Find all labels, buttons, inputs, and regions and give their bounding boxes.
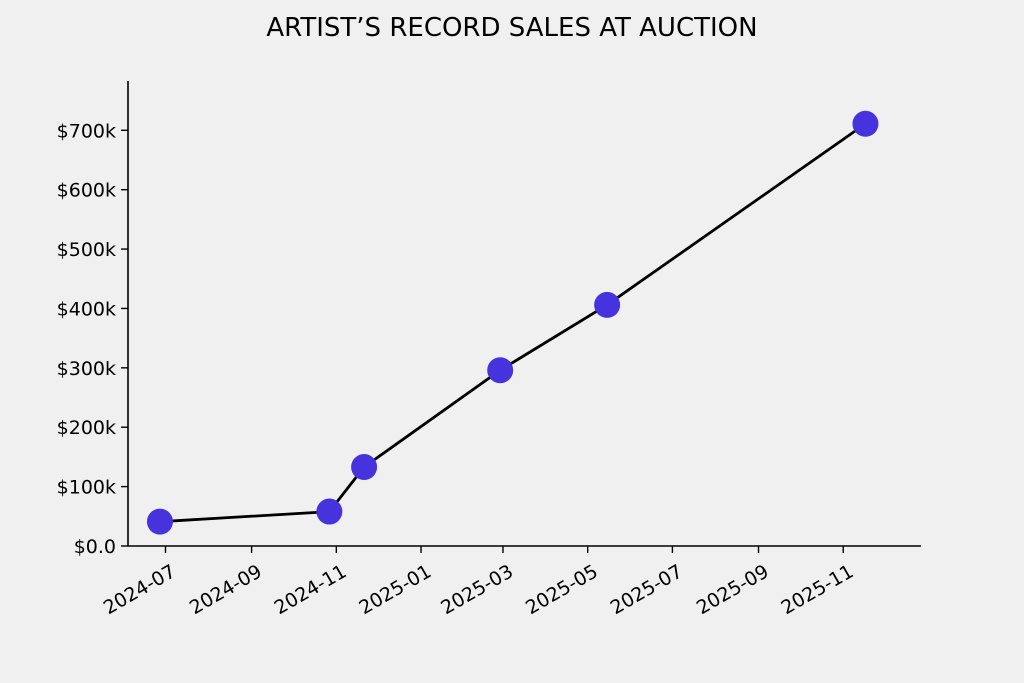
- data-point: [316, 498, 343, 525]
- x-tick-label: 2025-05: [522, 560, 602, 619]
- x-axis-ticks: 2024-07 2024-09 2024-11 2025-01 2025-03 2025-…: [100, 546, 857, 619]
- x-tick-label: 2025-11: [778, 560, 858, 619]
- data-point: [351, 454, 378, 481]
- y-tick-label: $300k: [57, 358, 116, 380]
- x-tick-label: 2025-07: [607, 560, 687, 619]
- y-tick-label: $700k: [57, 120, 116, 142]
- axes: [127, 81, 921, 547]
- y-tick-label: $400k: [57, 298, 116, 320]
- x-tick-label: 2024-11: [271, 560, 351, 619]
- data-series: [146, 110, 879, 535]
- series-line: [159, 122, 867, 524]
- x-tick-label: 2025-01: [355, 560, 435, 619]
- x-tick-label: 2024-09: [186, 560, 266, 619]
- y-tick-label: $500k: [57, 239, 116, 261]
- chart-title: ARTIST’S RECORD SALES AT AUCTION: [266, 13, 757, 43]
- x-tick-label: 2025-03: [437, 560, 517, 619]
- y-tick-label: $0.0: [74, 536, 116, 558]
- y-tick-label: $200k: [57, 417, 116, 439]
- y-tick-label: $600k: [57, 180, 116, 202]
- data-point: [146, 508, 173, 535]
- y-axis-ticks: $0.0 $100k $200k $300k $400k $500k $600k $700k: [57, 120, 128, 558]
- data-point: [852, 110, 879, 137]
- data-point: [594, 291, 621, 318]
- x-tick-label: 2024-07: [100, 560, 180, 619]
- data-point: [487, 357, 514, 384]
- y-tick-label: $100k: [57, 477, 116, 499]
- x-tick-label: 2025-09: [693, 560, 773, 619]
